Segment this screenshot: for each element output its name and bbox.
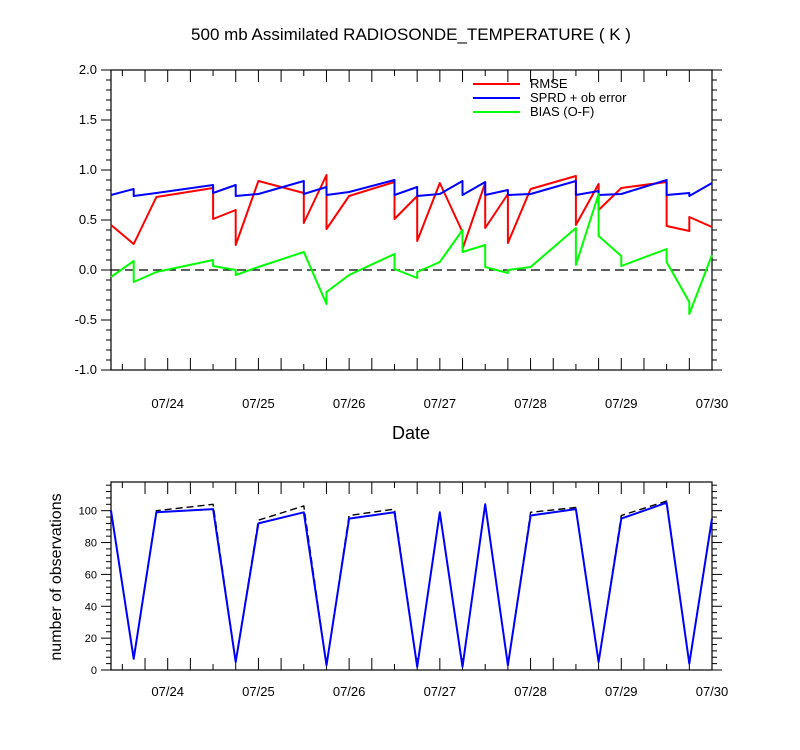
legend-label: BIAS (O-F) (530, 104, 594, 119)
bottom-plot-area: 07/24 07/25 07/26 07/27 07/28 07/29 07/30 0 20 40… (79, 481, 729, 699)
x-tick-label: 07/24 (151, 684, 184, 699)
y-tick-label: 0.0 (79, 262, 97, 277)
y-tick-label: 100 (79, 506, 97, 518)
series-line-sprd-ob-error (110, 179, 713, 197)
top-plot-area: 07/24 07/25 07/26 07/27 07/28 07/29 07/30 -1.0 -… (75, 62, 729, 411)
legend-label: SPRD + ob error (530, 90, 627, 105)
x-tick-label: 07/29 (605, 396, 638, 411)
x-axis-label: Date (392, 423, 430, 443)
series-line-possible-observations (110, 500, 713, 668)
x-tick-label: 07/26 (333, 684, 366, 699)
y-tick-label: 40 (85, 601, 97, 613)
y-tick-label: 20 (85, 633, 97, 645)
series-line-rmse (110, 174, 713, 250)
y-axis-label: number of observations (48, 493, 65, 660)
x-tick-label: 07/28 (514, 396, 547, 411)
x-tick-label: 07/26 (333, 396, 366, 411)
x-tick-label: 07/24 (151, 396, 184, 411)
x-tick-label: 07/27 (424, 396, 457, 411)
chart-title: 500 mb Assimilated RADIOSONDE_TEMPERATUR… (191, 25, 631, 44)
y-tick-label: 2.0 (79, 62, 97, 77)
y-tick-label: 1.5 (79, 112, 97, 127)
y-tick-label: 1.0 (79, 162, 97, 177)
legend-label: RMSE (530, 76, 568, 91)
plot-frame (110, 481, 713, 671)
x-tick-label: 07/29 (605, 684, 638, 699)
y-tick-label: 0.5 (79, 212, 97, 227)
y-tick-label: 60 (85, 569, 97, 581)
series-line-bias-o-f (110, 193, 713, 315)
plot-frame (110, 69, 713, 371)
x-tick-label: 07/25 (242, 396, 275, 411)
y-tick-label: -1.0 (75, 362, 97, 377)
x-tick-label: 07/30 (696, 396, 729, 411)
x-tick-label: 07/27 (424, 684, 457, 699)
y-tick-label: 0 (91, 665, 97, 677)
x-tick-label: 07/28 (514, 684, 547, 699)
x-tick-label: 07/25 (242, 684, 275, 699)
y-tick-label: 80 (85, 538, 97, 550)
series-line-assimilated-observations (110, 501, 713, 668)
x-tick-label: 07/30 (696, 684, 729, 699)
y-tick-label: -0.5 (75, 312, 97, 327)
